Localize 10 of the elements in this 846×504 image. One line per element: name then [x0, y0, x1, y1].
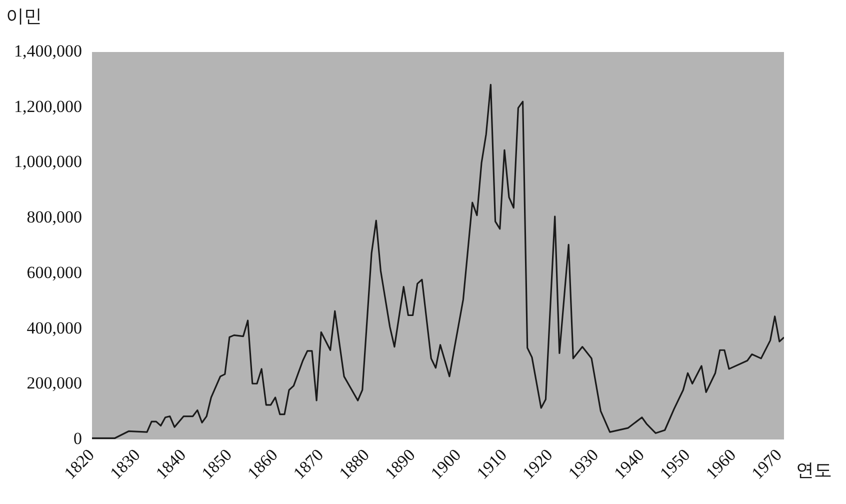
y-tick-label: 400,000 — [26, 318, 82, 338]
y-tick-label: 1,200,000 — [14, 96, 82, 116]
x-axis-title: 연도 — [796, 459, 832, 482]
y-tick-label: 1,400,000 — [14, 41, 82, 60]
y-tick-label: 800,000 — [26, 208, 82, 227]
y-tick-label: 0 — [74, 429, 82, 448]
y-tick-label: 1,000,000 — [14, 152, 82, 172]
y-axis-title: 이민 — [6, 5, 42, 28]
y-tick-label: 600,000 — [26, 262, 82, 282]
y-tick-label: 200,000 — [26, 374, 82, 393]
